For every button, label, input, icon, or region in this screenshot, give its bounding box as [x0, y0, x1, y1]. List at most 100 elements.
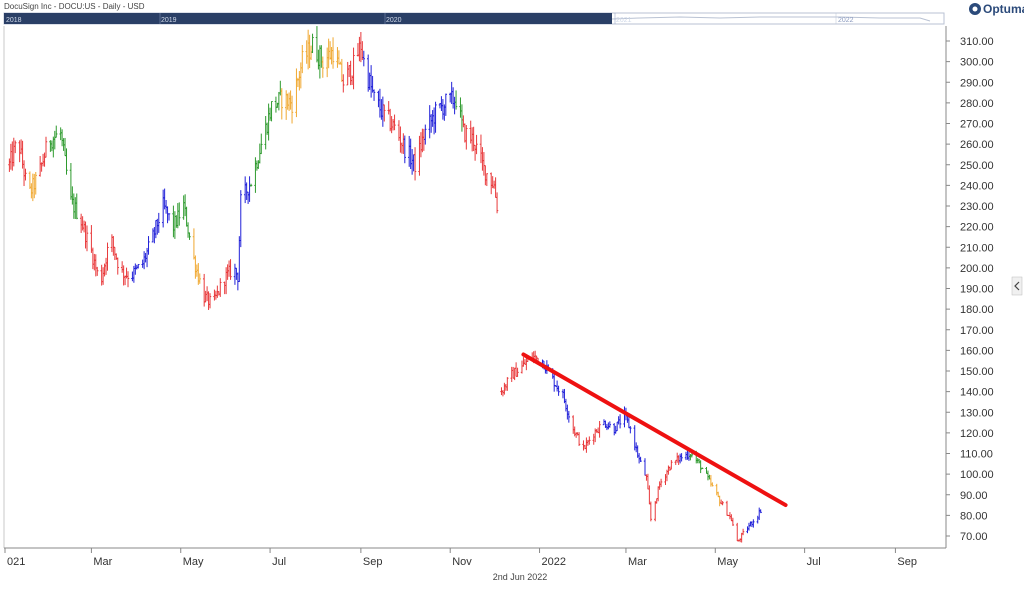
ohlc-bar — [608, 421, 612, 428]
y-tick-label: 90.00 — [960, 490, 988, 502]
y-tick-label: 100.00 — [960, 469, 994, 481]
ohlc-bar — [503, 382, 506, 395]
ohlc-bar — [432, 107, 436, 135]
ohlc-bar — [482, 152, 486, 176]
ohlc-bar — [173, 211, 177, 239]
ohlc-bar — [226, 264, 229, 280]
x-tick-label: Sep — [363, 556, 383, 568]
ohlc-bar — [223, 281, 226, 295]
ohlc-bar — [301, 44, 304, 74]
ohlc-bar — [391, 119, 395, 131]
ohlc-bar — [246, 191, 250, 204]
ohlc-bar — [49, 140, 52, 152]
ohlc-bar — [577, 432, 581, 446]
ohlc-bar — [331, 37, 335, 69]
ohlc-bar — [409, 138, 412, 170]
ohlc-bar — [11, 141, 14, 171]
collapse-panel-button[interactable] — [1011, 276, 1023, 296]
ohlc-bar — [419, 132, 423, 158]
ohlc-bar — [699, 460, 702, 474]
y-axis: 310.00 300.00 290.00 280.00 270.00 260.00 250.… — [946, 36, 994, 543]
trendline-layer[interactable] — [521, 352, 788, 508]
ohlc-bar — [649, 501, 653, 522]
ohlc-bar — [113, 246, 117, 261]
ohlc-bar — [746, 526, 749, 534]
ohlc-bar — [260, 133, 263, 155]
ohlc-bar — [227, 260, 231, 277]
ohlc-bar — [655, 498, 658, 504]
chart-title: DocuSign Inc - DOCU:US - Daily - USD — [4, 2, 145, 11]
ohlc-bar — [178, 202, 181, 226]
ohlc-bar — [434, 101, 437, 133]
ohlc-bar — [408, 135, 411, 167]
ohlc-bar — [321, 56, 324, 78]
ohlc-bar — [176, 203, 180, 229]
ohlc-bar — [756, 515, 759, 524]
ohlc-bar — [520, 360, 524, 374]
ohlc-bar — [618, 414, 622, 429]
ohlc-bar — [441, 99, 445, 120]
ohlc-bar — [561, 389, 565, 399]
y-tick-label: 150.00 — [960, 366, 994, 378]
ohlc-bar — [255, 160, 259, 171]
ohlc-bar — [147, 236, 150, 255]
ohlc-bar — [268, 107, 272, 121]
ohlc-bar — [359, 31, 363, 63]
ohlc-bar — [342, 74, 345, 93]
ohlc-bar — [633, 425, 636, 451]
ohlc-bar — [38, 156, 42, 177]
ohlc-bar — [90, 225, 93, 253]
ohlc-bar — [614, 425, 617, 434]
ohlc-bar — [659, 478, 663, 488]
ohlc-bar — [706, 470, 710, 481]
ohlc-bar — [378, 88, 382, 118]
navigator-year-2019: 2019 — [161, 17, 177, 24]
ohlc-bar — [470, 127, 474, 152]
ohlc-bar — [18, 140, 21, 163]
ohlc-bar — [381, 96, 385, 127]
ohlc-bar — [402, 133, 405, 154]
ohlc-bar — [680, 453, 683, 462]
ohlc-bar — [9, 143, 13, 170]
ohlc-bar — [428, 105, 431, 139]
ohlc-bar — [413, 147, 417, 181]
ohlc-bar — [494, 177, 497, 198]
ohlc-bar — [481, 147, 484, 171]
ohlc-bar — [387, 101, 390, 115]
ohlc-bar — [84, 221, 87, 249]
ohlc-bar — [525, 357, 528, 371]
ohlc-bar — [424, 124, 427, 145]
ohlc-bar — [198, 273, 201, 284]
x-tick-label: 2022 — [542, 556, 566, 568]
x-tick-label: May — [183, 556, 204, 568]
ohlc-bar — [126, 271, 130, 288]
ohlc-bar — [33, 173, 36, 199]
ohlc-bar — [101, 267, 105, 285]
ohlc-bar — [144, 252, 147, 263]
ohlc-bar — [185, 206, 188, 227]
downtrend-line[interactable] — [521, 352, 788, 508]
ohlc-bar — [204, 290, 207, 303]
ohlc-bar — [450, 81, 453, 105]
ohlc-bar — [465, 124, 468, 150]
ohlc-bar — [585, 437, 588, 453]
y-tick-label: 130.00 — [960, 407, 994, 419]
y-tick-label: 290.00 — [960, 77, 994, 89]
ohlc-bar — [658, 481, 661, 490]
ohlc-bar — [186, 222, 190, 238]
ohlc-bar — [151, 228, 155, 243]
ohlc-bar — [197, 263, 200, 285]
ohlc-bar — [674, 459, 677, 465]
y-tick-label: 200.00 — [960, 263, 994, 275]
ohlc-bar — [166, 206, 169, 224]
ohlc-bar — [656, 486, 660, 502]
ohlc-bar — [183, 194, 187, 217]
date-navigator[interactable]: 2018 2019 2020 2021 2022 — [3, 12, 945, 25]
ohlc-bar — [298, 71, 301, 91]
ohlc-bar — [605, 423, 609, 431]
ohlc-bar — [555, 380, 559, 392]
ohlc-bar — [490, 172, 493, 195]
y-tick-label: 210.00 — [960, 242, 994, 254]
ohlc-bar — [372, 89, 376, 101]
ohlc-bar — [31, 173, 35, 202]
